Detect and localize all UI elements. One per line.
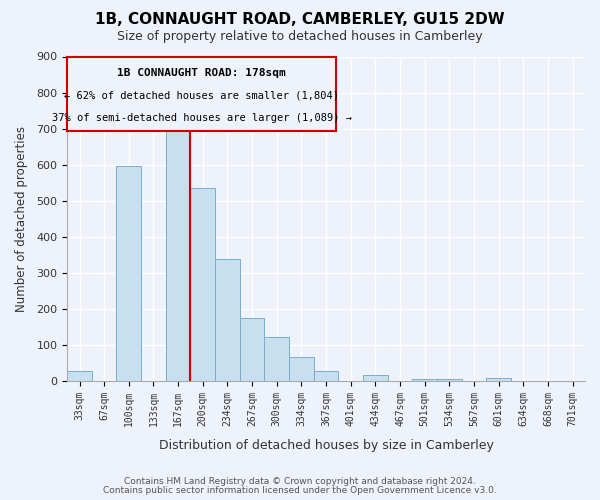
Bar (215, 259, 240, 380)
Bar (166, 114, 190, 380)
Text: Contains HM Land Registry data © Crown copyright and database right 2024.: Contains HM Land Registry data © Crown c… (124, 477, 476, 486)
Bar (190, 188, 215, 380)
Bar (67, 371, 92, 380)
Bar (265, 338, 289, 380)
Bar (240, 318, 265, 380)
Text: Contains public sector information licensed under the Open Government Licence v3: Contains public sector information licen… (103, 486, 497, 495)
Text: Size of property relative to detached houses in Camberley: Size of property relative to detached ho… (117, 30, 483, 43)
Text: 1B, CONNAUGHT ROAD, CAMBERLEY, GU15 2DW: 1B, CONNAUGHT ROAD, CAMBERLEY, GU15 2DW (95, 12, 505, 28)
Bar (116, 166, 141, 380)
Bar (363, 375, 388, 380)
X-axis label: Distribution of detached houses by size in Camberley: Distribution of detached houses by size … (158, 440, 494, 452)
Bar (412, 379, 437, 380)
Bar (314, 371, 338, 380)
Bar (437, 379, 462, 380)
Bar (289, 357, 314, 380)
Y-axis label: Number of detached properties: Number of detached properties (15, 126, 28, 312)
Bar (487, 378, 511, 380)
